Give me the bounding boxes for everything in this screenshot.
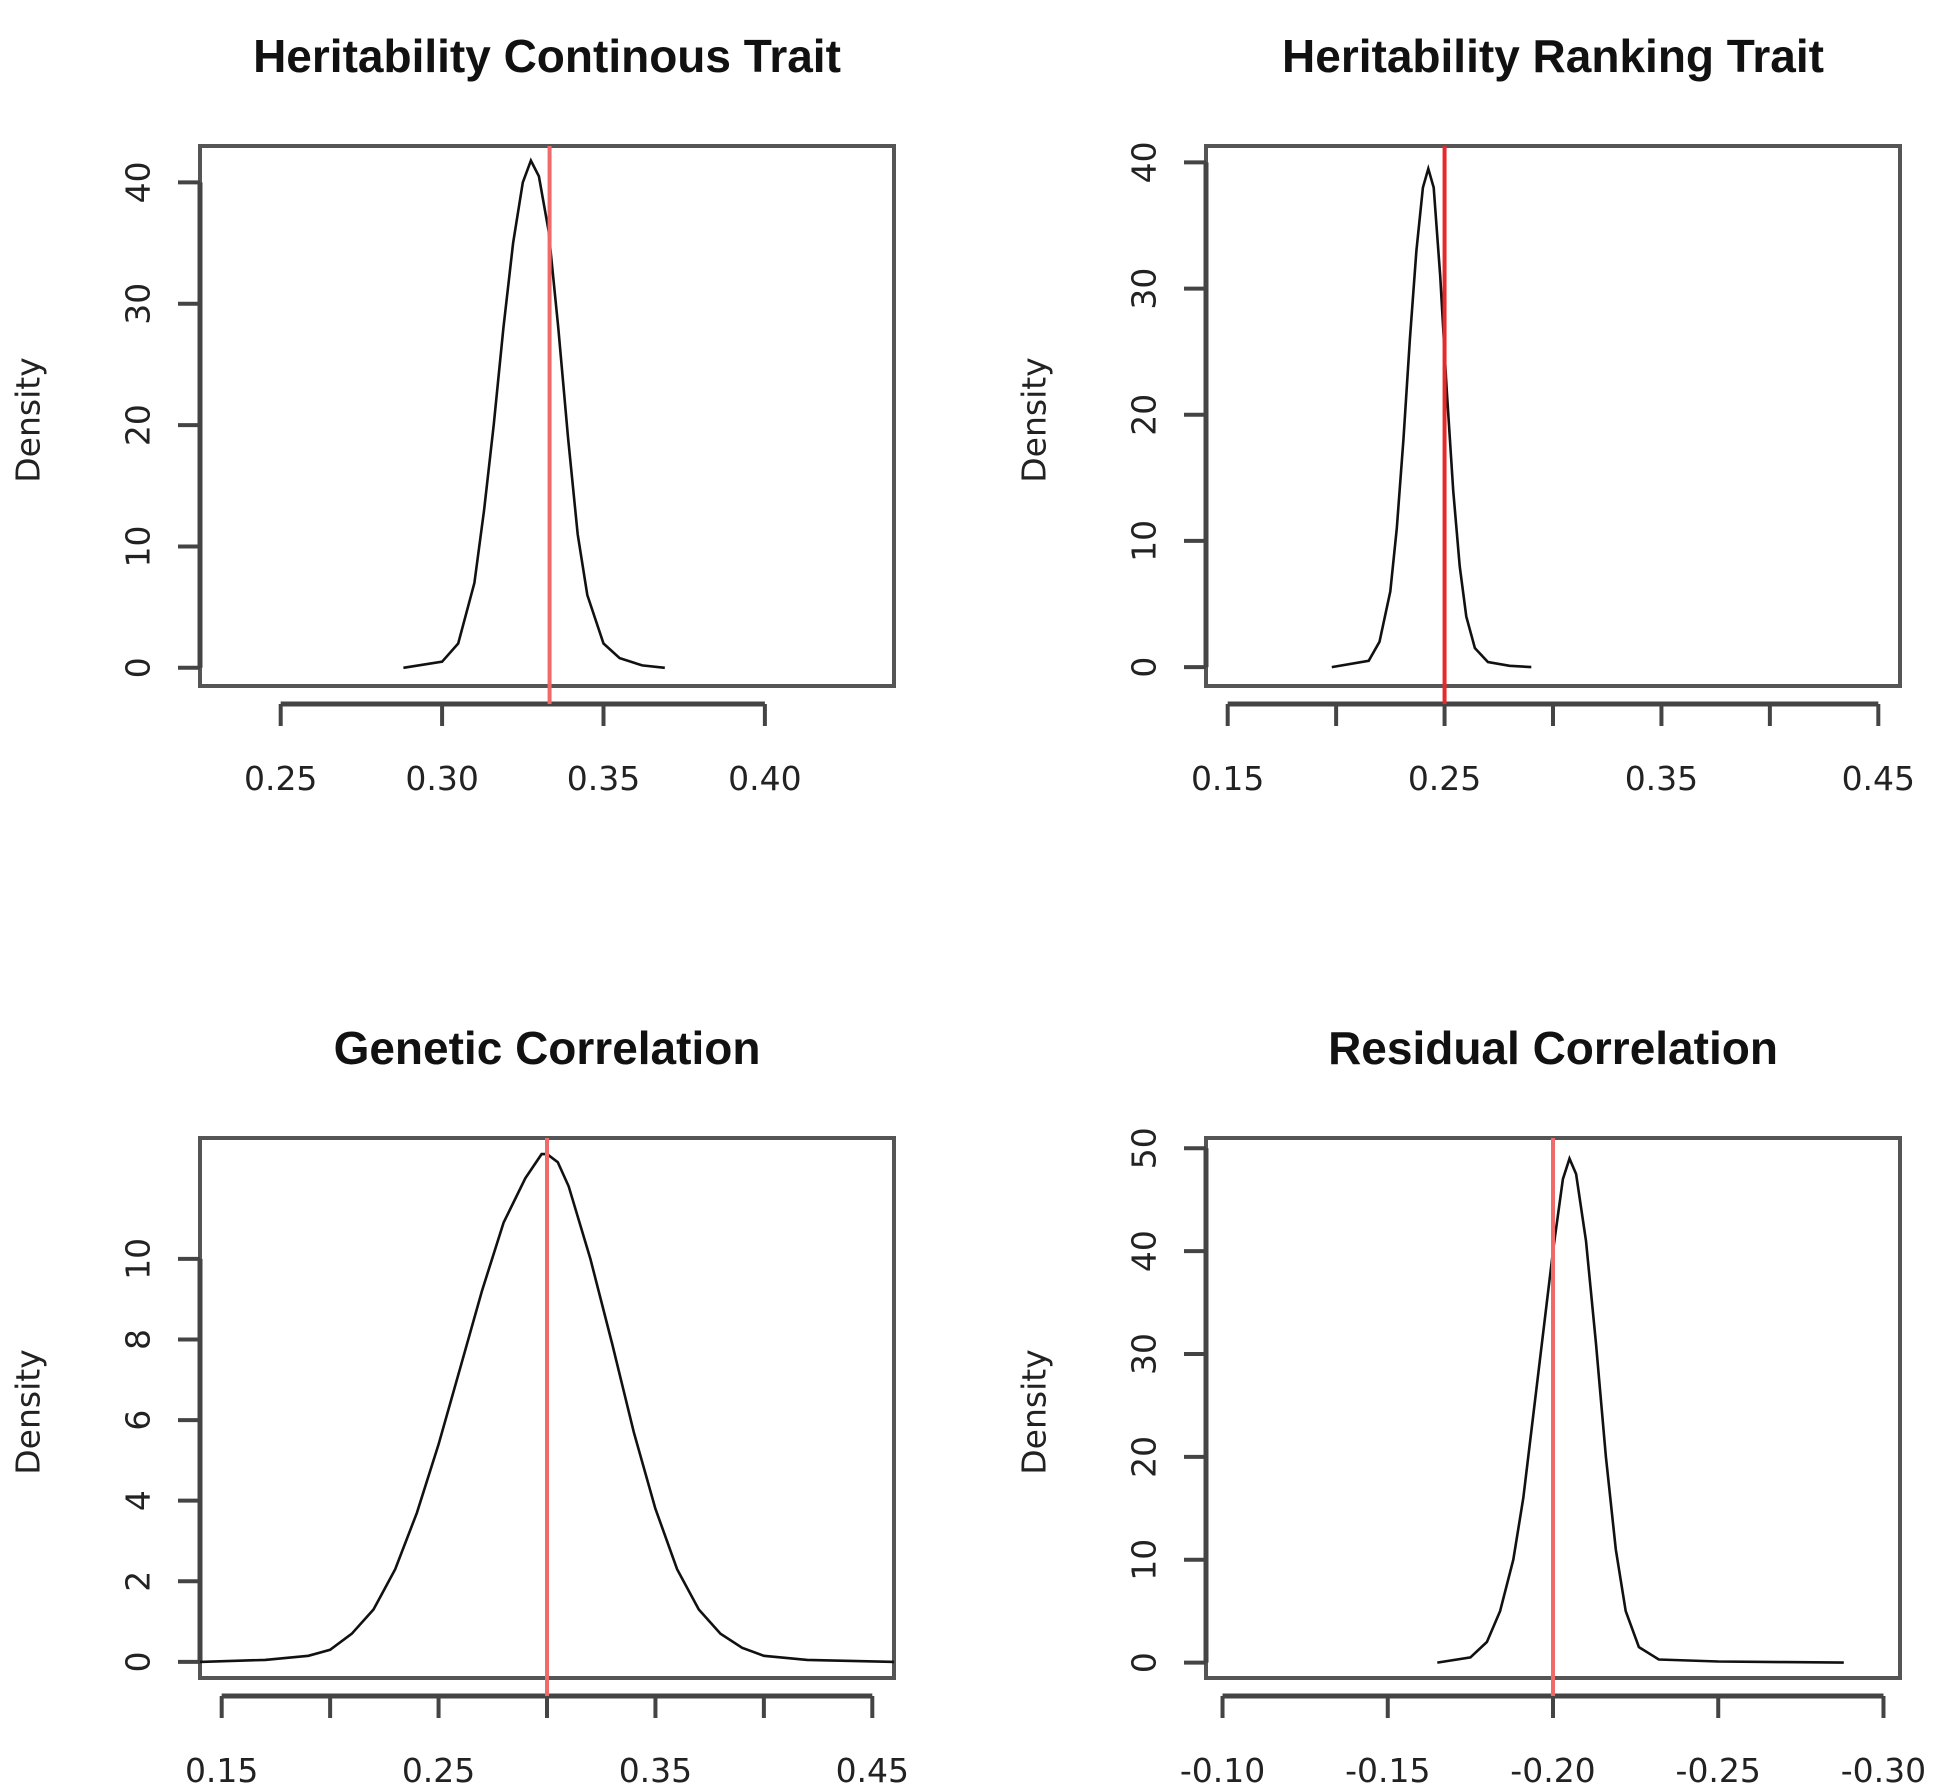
y-axis-label: Density: [1015, 357, 1054, 482]
chart-panel-1: Heritability Continous Trait 0.25 0.30 0.35…: [9, 30, 896, 798]
y-tick-label: 0: [119, 657, 158, 678]
y-tick-label: 40: [1125, 141, 1164, 183]
y-tick-label: 20: [1125, 394, 1164, 436]
chart-panel-2: Heritability Ranking Trait 0.15 0.25 0.35 0.…: [1015, 30, 1916, 798]
chart-title: Genetic Correlation: [334, 1022, 761, 1074]
x-tick-label: 0.35: [619, 1751, 692, 1787]
x-tick-label: 0.35: [1625, 759, 1698, 798]
x-tick-label: -0.30: [1841, 1751, 1926, 1787]
chart-panel-3: Genetic Correlation 0.15 0.25 0.35 0.45 0 2 4 6 8…: [9, 1022, 910, 1787]
y-tick-label: 50: [1125, 1127, 1164, 1169]
x-tick-label: -0.15: [1345, 1751, 1430, 1787]
y-tick-label: 20: [1125, 1436, 1164, 1478]
x-tick-label: 0.25: [1408, 759, 1481, 798]
density-curve: [199, 1152, 895, 1664]
y-tick-label: 10: [1125, 520, 1164, 562]
y-tick-label: 10: [1125, 1539, 1164, 1581]
y-tick-label: 20: [119, 404, 158, 446]
chart-title: Heritability Ranking Trait: [1282, 30, 1824, 82]
y-tick-label: 6: [119, 1410, 158, 1431]
y-tick-label: 40: [119, 161, 158, 203]
x-tick-label: -0.20: [1510, 1751, 1595, 1787]
chart-title: Heritability Continous Trait: [253, 30, 841, 82]
y-axis-label: Density: [9, 357, 48, 482]
y-tick-label: 30: [1125, 268, 1164, 310]
x-tick-label: 0.15: [1191, 759, 1264, 798]
y-tick-label: 0: [1125, 657, 1164, 678]
x-tick-label: 0.35: [567, 759, 640, 798]
x-tick-label: 0.40: [728, 759, 801, 798]
x-tick-label: 0.45: [836, 1751, 909, 1787]
x-tick-label: 0.25: [244, 759, 317, 798]
x-tick-label: 0.30: [405, 759, 478, 798]
density-curve: [1437, 1154, 1844, 1664]
chart-panel-4: Residual Correlation -0.10 -0.15 -0.20 -0.25…: [1015, 1022, 1927, 1787]
y-tick-label: 2: [119, 1571, 158, 1592]
y-tick-label: 10: [119, 1238, 158, 1280]
y-tick-label: 4: [119, 1490, 158, 1511]
density-curve: [403, 157, 665, 670]
y-tick-label: 30: [119, 283, 158, 325]
y-tick-label: 0: [1125, 1652, 1164, 1673]
y-axis-label: Density: [1015, 1349, 1054, 1474]
y-tick-label: 0: [119, 1651, 158, 1672]
y-tick-label: 10: [119, 525, 158, 567]
y-tick-label: 8: [119, 1329, 158, 1350]
x-tick-label: -0.10: [1180, 1751, 1265, 1787]
chart-title: Residual Correlation: [1328, 1022, 1778, 1074]
y-tick-label: 30: [1125, 1333, 1164, 1375]
x-tick-label: 0.25: [402, 1751, 475, 1787]
x-tick-label: 0.45: [1842, 759, 1915, 798]
x-tick-label: -0.25: [1676, 1751, 1761, 1787]
y-tick-label: 40: [1125, 1230, 1164, 1272]
x-tick-label: 0.15: [185, 1751, 258, 1787]
density-curve: [1331, 163, 1532, 669]
y-axis-label: Density: [9, 1349, 48, 1474]
